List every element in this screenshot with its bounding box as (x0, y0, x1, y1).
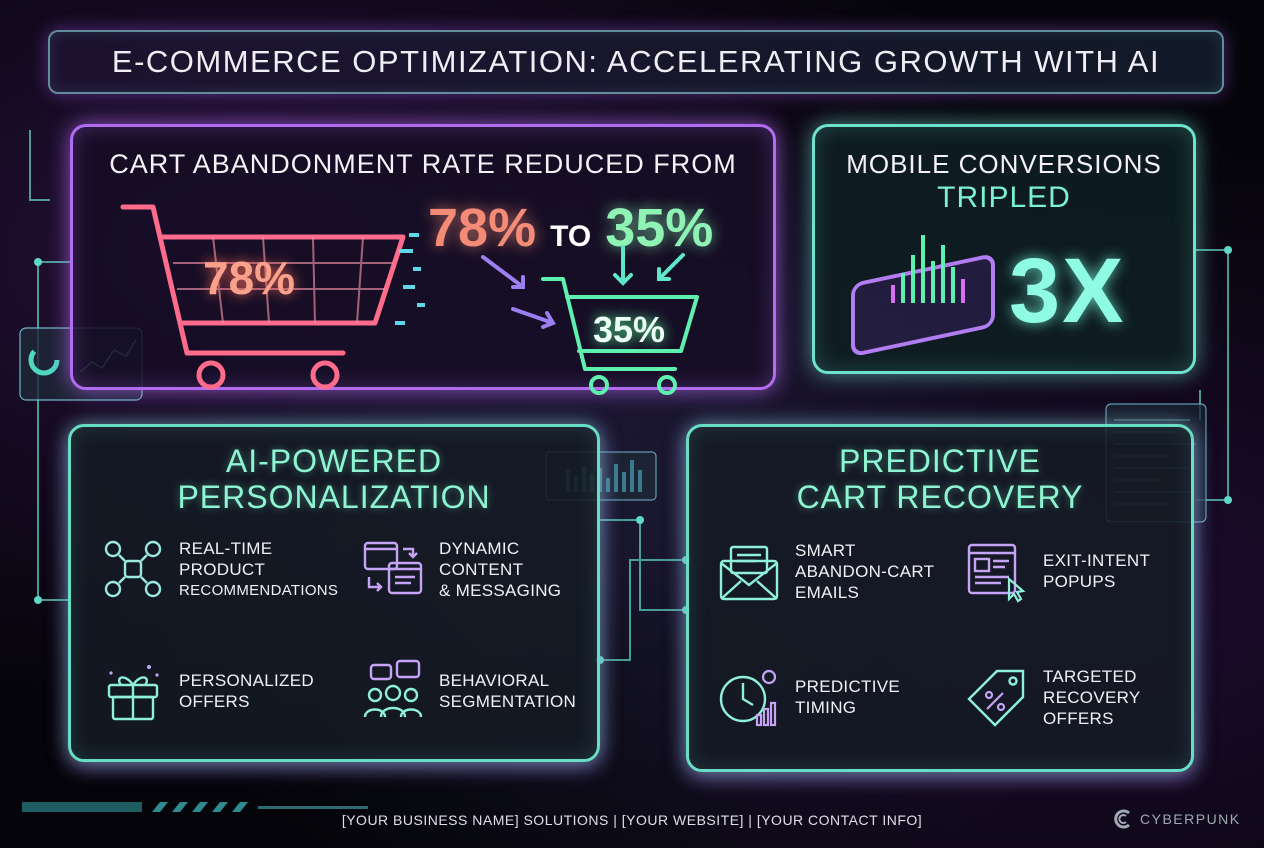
from-value: 78% (428, 198, 537, 258)
brand-name: CYBERPUNK (1140, 811, 1241, 827)
personalization-title-line2: PERSONALIZATION (177, 479, 491, 515)
brand-logo: CYBERPUNK (1112, 808, 1241, 830)
green-shopping-cart-icon (541, 277, 699, 395)
feature-exit-intent-popups: EXIT-INTENT POPUPS (965, 539, 1150, 603)
feature-line: PRODUCT (179, 559, 266, 579)
popup-cursor-icon (967, 543, 1026, 603)
green-cart-value: 35% (593, 309, 666, 350)
page-title: E-COMMERCE OPTIMIZATION: ACCELERATING GR… (111, 44, 1161, 79)
cart-recovery-panel: PREDICTIVE CART RECOVERY SMART ABANDON-C… (686, 424, 1194, 772)
envelope-icon (719, 545, 779, 601)
feature-line: OFFERS (1043, 708, 1114, 728)
feature-line: PREDICTIVE (795, 677, 901, 696)
feature-line: SEGMENTATION (439, 692, 577, 711)
to-word: TO (550, 220, 592, 253)
personalization-title-line1: AI-POWERED (225, 443, 443, 479)
feature-line: RECOVERY (1043, 687, 1141, 707)
recovery-title-line2: CART RECOVERY (796, 479, 1084, 515)
cyberpunk-logo-icon (1114, 809, 1130, 829)
arrows-icon (481, 245, 685, 329)
feature-line: & MESSAGING (439, 580, 562, 600)
feature-line: REAL-TIME (179, 538, 273, 558)
footer-stripes (22, 802, 368, 812)
feature-realtime-recommendations: REAL-TIME PRODUCT RECOMMENDATIONS (101, 537, 338, 601)
price-tag-icon (967, 669, 1025, 727)
personalization-panel: AI-POWERED PERSONALIZATION REAL-TIME PRO… (68, 424, 600, 762)
feature-line: POPUPS (1043, 572, 1116, 591)
feature-behavioral-segmentation: BEHAVIORAL SEGMENTATION (361, 659, 576, 723)
gift-icon (107, 665, 159, 721)
feature-line: TIMING (795, 698, 857, 717)
feature-line: PERSONALIZED (179, 671, 314, 690)
feature-dynamic-content: DYNAMIC CONTENT & MESSAGING (361, 537, 561, 601)
clock-gear-icon (719, 669, 777, 727)
feature-line: TARGETED (1043, 666, 1137, 686)
cart-abandonment-panel: CART ABANDONMENT RATE REDUCED FROM 78% 7… (70, 124, 776, 395)
recovery-title-line1: PREDICTIVE (838, 443, 1042, 479)
feature-line: OFFERS (179, 692, 250, 711)
feature-targeted-recovery-offers: TARGETED RECOVERY OFFERS (965, 665, 1141, 729)
feature-line: SMART (795, 540, 856, 560)
content-windows-icon (363, 541, 423, 595)
feature-line: EMAILS (795, 582, 860, 602)
feature-line: DYNAMIC (439, 538, 520, 558)
network-icon (104, 540, 162, 598)
tripled-value: 3X (1009, 240, 1126, 342)
title-bar: E-COMMERCE OPTIMIZATION: ACCELERATING GR… (48, 30, 1224, 94)
mobile-subheading: TRIPLED (937, 181, 1071, 214)
feature-line: CONTENT (439, 559, 524, 579)
red-cart-value: 78% (203, 252, 296, 304)
feature-abandon-cart-emails: SMART ABANDON-CART EMAILS (717, 539, 934, 603)
smartphone-chart-icon (851, 235, 995, 355)
feature-line: EXIT-INTENT (1043, 551, 1151, 570)
feature-line: ABANDON-CART (795, 561, 935, 581)
feature-line: BEHAVIORAL (439, 671, 550, 690)
mobile-conversions-panel: MOBILE CONVERSIONS TRIPLED 3X (812, 124, 1196, 374)
footer-contact-text: [YOUR BUSINESS NAME] SOLUTIONS | [YOUR W… (341, 812, 923, 828)
feature-personalized-offers: PERSONALIZED OFFERS (101, 659, 314, 723)
mobile-heading: MOBILE CONVERSIONS (846, 149, 1162, 179)
users-chat-icon (363, 659, 423, 718)
feature-line: RECOMMENDATIONS (179, 581, 339, 599)
red-shopping-cart-icon (120, 204, 425, 390)
cart-abandonment-heading: CART ABANDONMENT RATE REDUCED FROM (109, 149, 737, 179)
feature-predictive-timing: PREDICTIVE TIMING (717, 665, 900, 729)
